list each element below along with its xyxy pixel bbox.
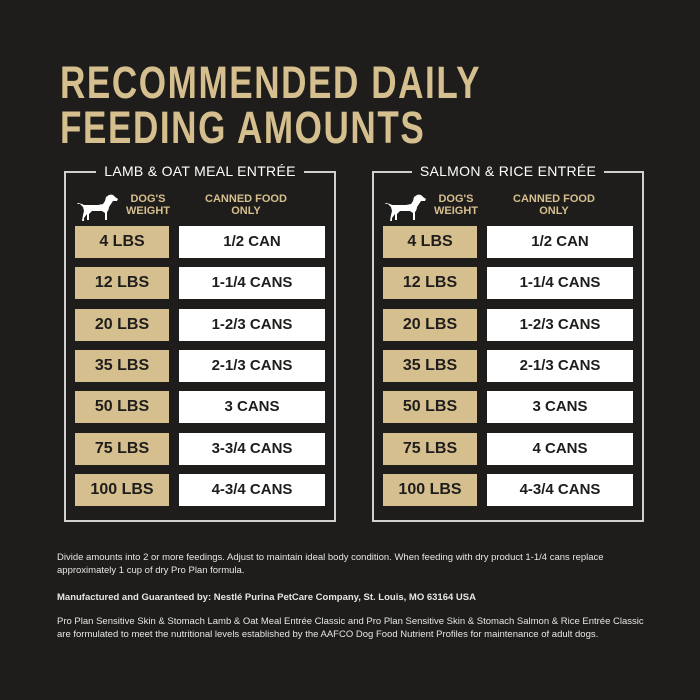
amount-cell: 2-1/3 CANS <box>179 349 325 382</box>
amount-cell: 3 CANS <box>487 391 633 424</box>
amount-cell: 3-3/4 CANS <box>179 432 325 465</box>
feeding-note: Divide amounts into 2 or more feedings. … <box>57 552 604 576</box>
weight-cell: 75 LBS <box>75 432 169 465</box>
amount-cell: 1-1/4 CANS <box>179 267 325 300</box>
weight-cell: 100 LBS <box>383 473 477 506</box>
panel-title: LAMB & OAT MEAL ENTRÉE <box>96 163 304 179</box>
title-line-2: FEEDING AMOUNTS <box>60 102 426 153</box>
amount-cell: 3 CANS <box>179 391 325 424</box>
weight-cell: 4 LBS <box>383 226 477 258</box>
weight-cell: 50 LBS <box>75 391 169 424</box>
weight-cell: 35 LBS <box>75 349 169 382</box>
amount-cell: 1/2 CAN <box>487 226 633 258</box>
feeding-panel: LAMB & OAT MEAL ENTRÉE DOG'S WEIGHT CANN… <box>64 163 336 522</box>
weight-cell: 100 LBS <box>75 473 169 506</box>
amount-header: CANNED FOOD ONLY <box>513 193 595 217</box>
weight-cell: 4 LBS <box>75 226 169 258</box>
page-title: RECOMMENDED DAILY FEEDING AMOUNTS <box>60 60 481 150</box>
amount-header: CANNED FOOD ONLY <box>205 193 287 217</box>
weight-cell: 75 LBS <box>383 432 477 465</box>
amount-cell: 1/2 CAN <box>179 226 325 258</box>
weight-header: DOG'S WEIGHT <box>126 193 170 217</box>
manufacturer-note: Manufactured and Guaranteed by: Nestlé P… <box>57 592 476 603</box>
amount-cell: 1-2/3 CANS <box>487 308 633 341</box>
weight-cell: 12 LBS <box>383 267 477 300</box>
title-line-1: RECOMMENDED DAILY <box>60 57 482 108</box>
dog-silhouette-icon <box>383 193 427 228</box>
amount-cell: 2-1/3 CANS <box>487 349 633 382</box>
amount-cell: 4-3/4 CANS <box>179 473 325 506</box>
weight-cell: 12 LBS <box>75 267 169 300</box>
aafco-statement: Pro Plan Sensitive Skin & Stomach Lamb &… <box>57 616 644 640</box>
panel-title: SALMON & RICE ENTRÉE <box>411 163 605 179</box>
weight-cell: 35 LBS <box>383 349 477 382</box>
amount-cell: 1-1/4 CANS <box>487 267 633 300</box>
weight-cell: 20 LBS <box>383 308 477 341</box>
weight-cell: 20 LBS <box>75 308 169 341</box>
dog-silhouette-icon <box>75 193 119 228</box>
amount-cell: 4 CANS <box>487 432 633 465</box>
weight-header: DOG'S WEIGHT <box>434 193 478 217</box>
weight-cell: 50 LBS <box>383 391 477 424</box>
amount-cell: 1-2/3 CANS <box>179 308 325 341</box>
feeding-panel: SALMON & RICE ENTRÉE DOG'S WEIGHT CANNED… <box>372 163 644 522</box>
amount-cell: 4-3/4 CANS <box>487 473 633 506</box>
